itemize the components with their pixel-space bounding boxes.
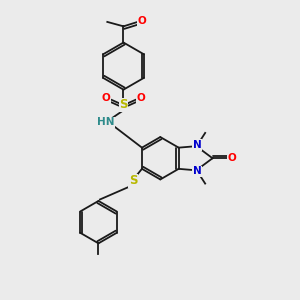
Text: S: S <box>129 174 137 187</box>
Text: O: O <box>101 94 110 103</box>
Text: O: O <box>137 94 146 103</box>
Text: O: O <box>227 153 236 163</box>
Text: S: S <box>119 98 128 111</box>
Text: O: O <box>137 16 146 26</box>
Text: HN: HN <box>97 117 115 127</box>
Text: N: N <box>193 140 201 150</box>
Text: N: N <box>193 167 201 176</box>
